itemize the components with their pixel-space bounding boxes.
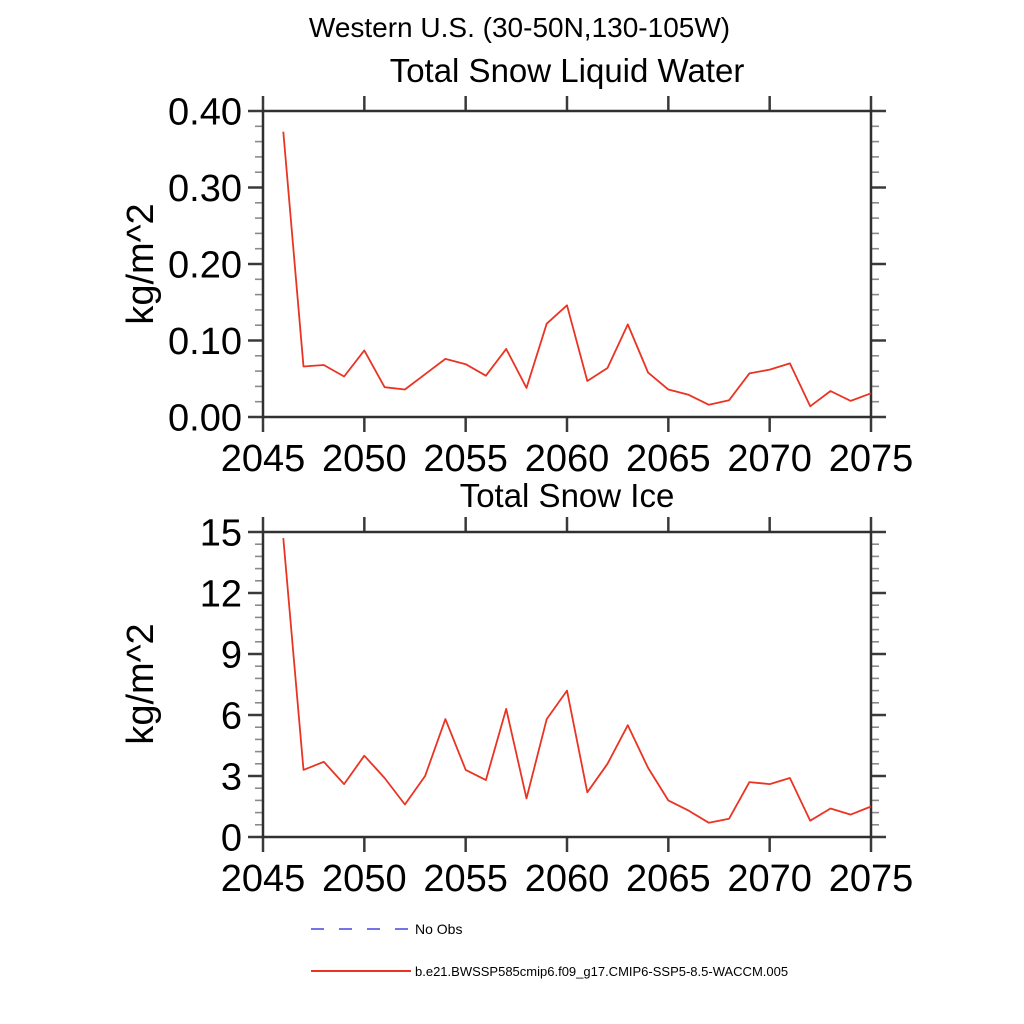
y-axis-label-bottom: kg/m^2 — [120, 623, 162, 745]
y-tick-label: 0.40 — [168, 92, 242, 134]
x-tick-label: 2055 — [423, 438, 508, 480]
y-tick-label: 0.10 — [168, 321, 242, 363]
chart-plot-0: 2045 2050 2055 2060 2065 2070 2075 0.00 0.10 0.20… — [168, 92, 913, 480]
y-tick-label: 6 — [221, 696, 242, 738]
plot-frame — [261, 109, 873, 419]
x-tick-label: 2060 — [525, 438, 610, 480]
x-tick-label: 2045 — [221, 858, 306, 900]
y-axis-label-top: kg/m^2 — [120, 203, 162, 325]
chart-title-snow-liquid-water: Total Snow Liquid Water — [389, 52, 745, 89]
y-tick-label: 0 — [221, 818, 242, 860]
chart-title-snow-ice: Total Snow Ice — [459, 477, 675, 514]
x-tick-label: 2075 — [829, 858, 914, 900]
series-line — [282, 131, 872, 408]
y-tick-label: 9 — [221, 635, 242, 677]
x-tick-label: 2050 — [322, 438, 407, 480]
x-tick-label: 2045 — [221, 438, 306, 480]
y-tick-label: 12 — [200, 574, 242, 616]
x-tick-label: 2065 — [626, 438, 711, 480]
x-tick-label: 2055 — [423, 858, 508, 900]
series-line — [282, 538, 872, 824]
legend-label-no-obs: No Obs — [415, 921, 463, 937]
x-tick-label: 2070 — [727, 438, 812, 480]
x-tick-label: 2060 — [525, 858, 610, 900]
y-tick-label: 15 — [200, 513, 242, 555]
chart-plot-1: 2045 2050 2055 2060 2065 2070 2075 0 3 6 9 12 15 — [200, 513, 914, 900]
plot-frame — [261, 530, 873, 839]
x-tick-label: 2065 — [626, 858, 711, 900]
y-tick-label: 0.30 — [168, 168, 242, 210]
x-tick-label: 2050 — [322, 858, 407, 900]
legend-label-model-run: b.e21.BWSSP585cmip6.f09_g17.CMIP6-SSP5-8… — [415, 964, 789, 979]
x-tick-label: 2075 — [829, 438, 914, 480]
legend-line-no-obs — [311, 928, 411, 930]
x-tick-label: 2070 — [727, 858, 812, 900]
main-title: Western U.S. (30-50N,130-105W) — [308, 12, 731, 43]
y-tick-label: 0.00 — [168, 398, 242, 440]
legend-line-model-run — [311, 970, 411, 972]
y-tick-label: 0.20 — [168, 245, 242, 287]
y-tick-label: 3 — [221, 757, 242, 799]
